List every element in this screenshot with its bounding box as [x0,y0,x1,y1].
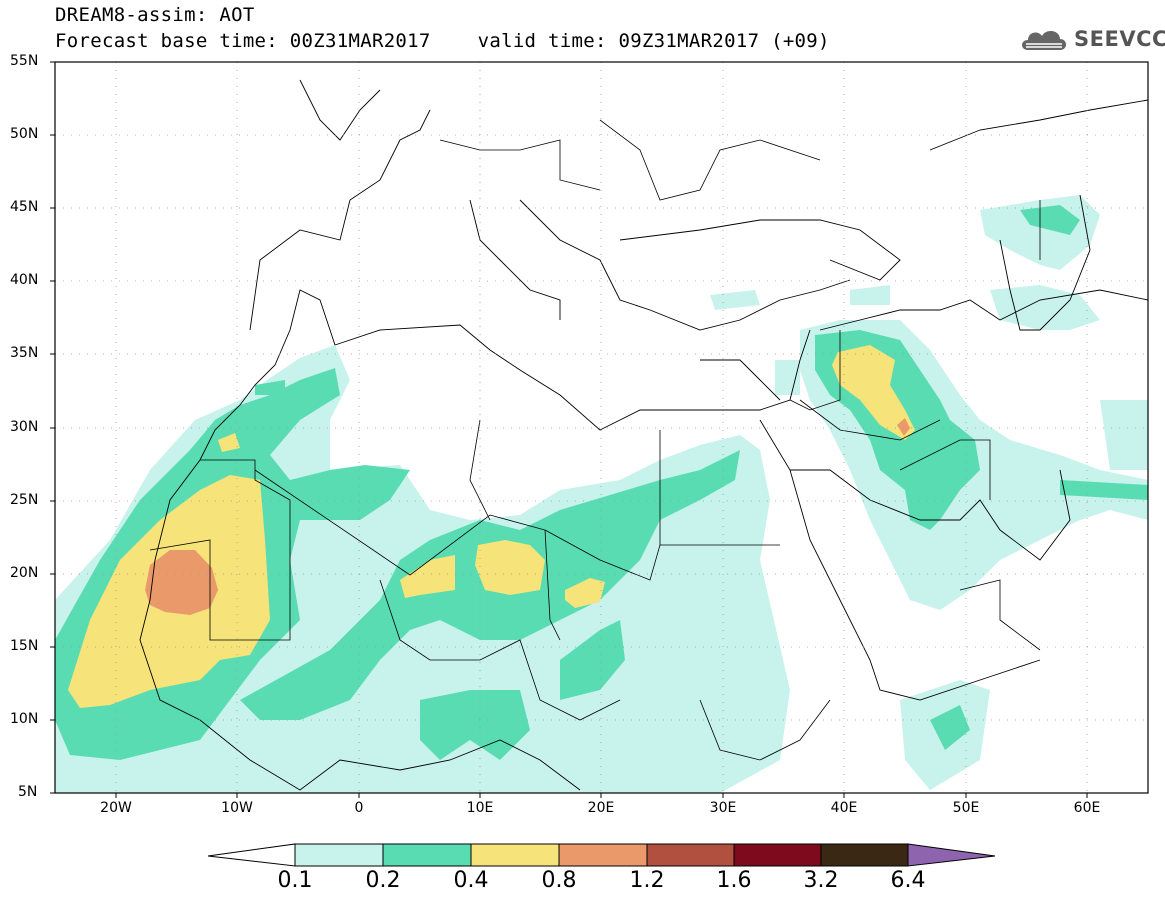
colorbar-label: 0.4 [453,868,489,893]
lat-label: 30N [10,419,39,435]
colorbar-swatch-1 [294,843,384,867]
colorbar-label: 1.6 [716,868,752,893]
colorbar-swatch-3 [470,843,560,867]
lat-label: 10N [10,711,39,727]
colorbar-over-arrow [907,843,996,867]
borders [149,119,1041,761]
colorbar-swatch-2 [382,843,472,867]
colorbar-label: 0.8 [541,868,577,893]
lat-label: 25N [10,492,39,508]
chart-title: DREAM8-assim: AOT [55,4,255,26]
lon-label: 60E [1073,800,1101,816]
lat-label: 20N [10,565,39,581]
lat-label: 40N [10,272,39,288]
lat-label: 15N [10,638,39,654]
colorbar-under-arrow [207,843,296,867]
seevccc-logo: SEEVCCC [1018,22,1165,56]
colorbar-label: 0.1 [277,868,313,893]
aot-shading-0.8 [145,418,910,615]
lon-label: 40E [830,800,858,816]
lon-label: 30E [709,800,737,816]
lat-label: 5N [18,784,38,800]
lon-label: 0 [354,800,364,816]
colorbar-swatch-5 [646,843,735,867]
logo-text: SEEVCCC [1074,27,1165,51]
coastlines [139,79,1148,791]
colorbar-swatch-4 [558,843,648,867]
lon-label: 10E [466,800,494,816]
colorbar-label: 3.2 [803,868,839,893]
lon-label: 20W [100,800,132,816]
lat-label: 35N [10,345,39,361]
colorbar-label: 0.2 [365,868,401,893]
forecast-times: Forecast base time: 00Z31MAR2017 valid t… [55,30,830,52]
cloud-icon [1022,30,1066,50]
colorbar-label: 1.2 [629,868,665,893]
colorbar-swatch-7 [820,843,909,867]
axis-ticks [50,61,1088,798]
lon-label: 50E [952,800,980,816]
lat-label: 55N [10,53,39,69]
lat-label: 50N [10,126,39,142]
lon-label: 10W [221,800,253,816]
lat-label: 45N [10,199,39,215]
colorbar [207,843,996,867]
colorbar-label: 6.4 [890,868,926,893]
colorbar-swatch-6 [733,843,822,867]
lon-label: 20E [587,800,615,816]
